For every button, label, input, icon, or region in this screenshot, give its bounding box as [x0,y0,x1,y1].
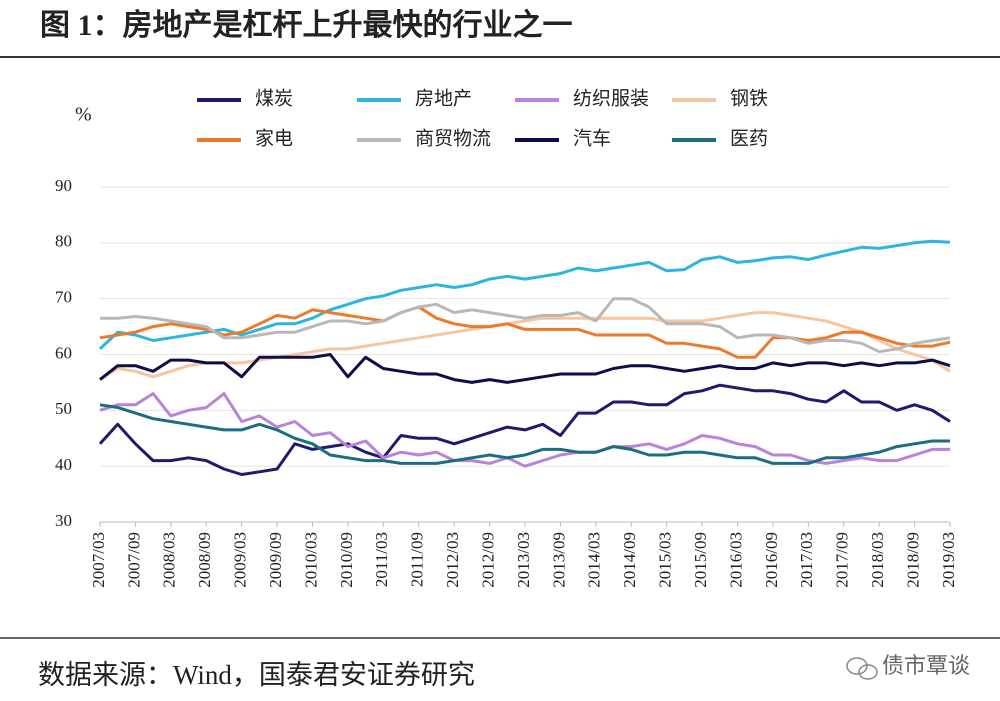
series-line [99,392,950,468]
legend-label: 家电 [255,127,293,149]
series-line [98,239,951,350]
y-tick-label: 70 [55,288,72,307]
legend-label: 纺织服装 [573,87,649,109]
x-tick-label: 2013/09 [549,532,568,588]
series-line [99,305,951,359]
x-tick-label: 2016/09 [762,532,781,588]
x-tick-label: 2011/09 [408,532,427,587]
x-tick-label: 2007/09 [124,532,143,588]
x-tick-label: 2012/03 [443,532,462,588]
legend-label: 医药 [730,127,768,149]
x-tick-label: 2015/09 [691,532,710,588]
source: 数据来源：Wind，国泰君安证券研究 [38,660,475,690]
x-tick-label: 2019/03 [939,532,958,588]
x-tick-label: 2017/03 [797,532,816,588]
x-tick-label: 2011/03 [372,532,391,587]
watermark-icon [846,657,878,680]
x-tick-label: 2010/03 [301,532,320,588]
series-line [99,403,950,465]
y-tick-label: 40 [55,455,72,474]
legend-label: 汽车 [573,127,611,149]
y-tick-label: 50 [55,399,72,418]
x-tick-label: 2014/09 [620,532,639,588]
x-tick-label: 2008/03 [160,532,179,588]
x-tick-label: 2012/09 [478,532,497,588]
x-tick-label: 2008/09 [195,532,214,588]
watermark: 债市覃谈 [882,653,970,678]
legend-label: 商贸物流 [415,127,491,149]
series-line [99,353,951,384]
x-tick-label: 2015/03 [656,532,675,588]
series-line [100,297,951,354]
series-line [99,311,951,381]
x-tick-label: 2009/03 [231,532,250,588]
y-tick-label: 80 [55,232,72,251]
legend-label: 钢铁 [730,87,768,109]
x-tick-label: 2007/03 [89,532,108,588]
x-tick-label: 2016/03 [726,532,745,588]
x-tick-label: 2018/03 [868,532,887,588]
y-axis-label: % [75,104,92,126]
x-tick-label: 2014/03 [585,532,604,588]
title: 图 1：房地产是杠杆上升最快的行业之一 [40,8,573,42]
y-tick-label: 60 [55,343,72,362]
y-tick-label: 90 [55,176,72,195]
x-tick-label: 2018/09 [903,532,922,588]
legend-label: 房地产 [415,87,472,109]
x-tick-label: 2009/09 [266,532,285,588]
x-tick-label: 2013/03 [514,532,533,588]
x-tick-label: 2017/09 [833,532,852,588]
y-tick-label: 30 [55,511,72,530]
series-line [98,383,951,476]
legend-label: 煤炭 [255,87,293,109]
x-tick-label: 2010/09 [337,532,356,588]
